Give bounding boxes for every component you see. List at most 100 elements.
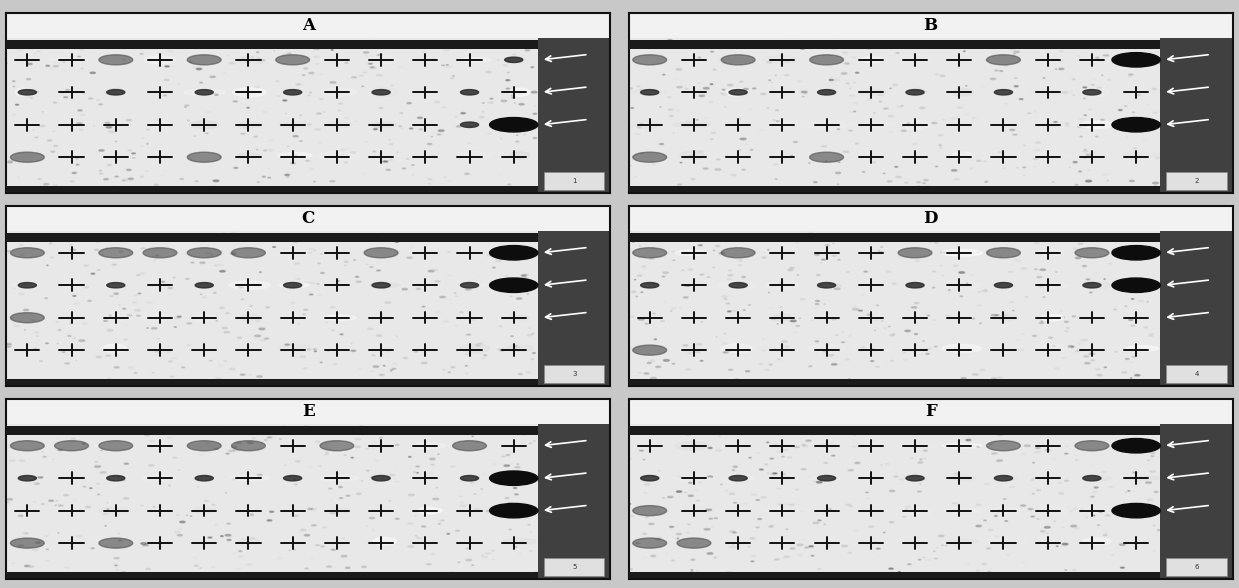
Circle shape bbox=[85, 506, 90, 508]
Circle shape bbox=[762, 350, 766, 351]
Circle shape bbox=[727, 84, 733, 86]
Circle shape bbox=[715, 245, 720, 247]
Circle shape bbox=[762, 257, 766, 258]
Circle shape bbox=[84, 188, 87, 189]
Circle shape bbox=[818, 476, 835, 481]
Circle shape bbox=[986, 440, 1021, 451]
Circle shape bbox=[841, 72, 847, 74]
Ellipse shape bbox=[328, 508, 351, 513]
Circle shape bbox=[466, 559, 472, 561]
Circle shape bbox=[171, 357, 177, 359]
Circle shape bbox=[504, 57, 523, 62]
Ellipse shape bbox=[627, 153, 667, 158]
Circle shape bbox=[76, 158, 78, 159]
Circle shape bbox=[239, 556, 243, 557]
Circle shape bbox=[123, 497, 129, 499]
Circle shape bbox=[933, 271, 935, 272]
Circle shape bbox=[513, 487, 517, 489]
Circle shape bbox=[98, 494, 99, 495]
Circle shape bbox=[1084, 356, 1089, 357]
Circle shape bbox=[492, 550, 494, 551]
Circle shape bbox=[783, 503, 788, 505]
Circle shape bbox=[1015, 86, 1018, 87]
Circle shape bbox=[698, 151, 703, 152]
Circle shape bbox=[686, 532, 689, 533]
Circle shape bbox=[730, 546, 736, 548]
Circle shape bbox=[309, 236, 315, 238]
Circle shape bbox=[452, 440, 487, 451]
Circle shape bbox=[354, 438, 361, 440]
Circle shape bbox=[291, 162, 296, 164]
Circle shape bbox=[322, 527, 327, 528]
Circle shape bbox=[1084, 240, 1088, 241]
Bar bbox=[6, 231, 611, 386]
Circle shape bbox=[53, 65, 58, 67]
Circle shape bbox=[1080, 136, 1082, 137]
Circle shape bbox=[1125, 542, 1129, 543]
Circle shape bbox=[674, 109, 680, 111]
Circle shape bbox=[1067, 328, 1069, 329]
Circle shape bbox=[204, 500, 208, 502]
Circle shape bbox=[112, 264, 116, 265]
Circle shape bbox=[629, 88, 633, 89]
Circle shape bbox=[1089, 186, 1092, 188]
Circle shape bbox=[809, 152, 844, 162]
Circle shape bbox=[206, 252, 211, 253]
Circle shape bbox=[789, 504, 794, 506]
Circle shape bbox=[716, 159, 720, 160]
Circle shape bbox=[208, 537, 212, 538]
Circle shape bbox=[1083, 476, 1101, 481]
Circle shape bbox=[16, 104, 19, 105]
Circle shape bbox=[53, 185, 57, 186]
Circle shape bbox=[113, 563, 115, 564]
Circle shape bbox=[668, 109, 673, 111]
Ellipse shape bbox=[328, 122, 352, 128]
Circle shape bbox=[99, 149, 104, 151]
Circle shape bbox=[175, 318, 180, 319]
Circle shape bbox=[825, 245, 829, 246]
Circle shape bbox=[750, 537, 755, 539]
Circle shape bbox=[777, 121, 779, 122]
Circle shape bbox=[896, 430, 900, 432]
Circle shape bbox=[193, 67, 195, 68]
Circle shape bbox=[965, 113, 971, 115]
Circle shape bbox=[773, 119, 776, 121]
Circle shape bbox=[688, 269, 693, 270]
Circle shape bbox=[58, 329, 61, 330]
Circle shape bbox=[175, 382, 180, 383]
Circle shape bbox=[700, 274, 704, 275]
Circle shape bbox=[878, 252, 883, 253]
Ellipse shape bbox=[278, 152, 312, 158]
Circle shape bbox=[50, 243, 52, 244]
Circle shape bbox=[38, 477, 43, 478]
Text: E: E bbox=[302, 403, 315, 420]
Circle shape bbox=[447, 275, 452, 276]
Circle shape bbox=[841, 342, 845, 343]
Circle shape bbox=[985, 181, 989, 182]
Circle shape bbox=[367, 470, 369, 471]
Circle shape bbox=[781, 238, 786, 239]
Circle shape bbox=[161, 175, 165, 176]
Circle shape bbox=[395, 445, 399, 446]
Circle shape bbox=[790, 155, 793, 156]
Bar bbox=[538, 231, 611, 386]
Circle shape bbox=[689, 482, 691, 483]
Circle shape bbox=[138, 429, 141, 430]
Circle shape bbox=[99, 248, 133, 258]
Ellipse shape bbox=[12, 315, 36, 321]
Ellipse shape bbox=[1083, 476, 1111, 481]
Circle shape bbox=[629, 569, 632, 570]
Circle shape bbox=[760, 469, 763, 470]
Circle shape bbox=[813, 433, 817, 435]
Circle shape bbox=[767, 472, 773, 474]
Circle shape bbox=[519, 103, 524, 105]
Circle shape bbox=[128, 315, 131, 316]
Circle shape bbox=[795, 325, 799, 326]
Circle shape bbox=[100, 472, 107, 473]
Circle shape bbox=[995, 315, 999, 316]
Circle shape bbox=[764, 464, 768, 465]
Circle shape bbox=[310, 92, 312, 93]
Circle shape bbox=[809, 55, 844, 65]
Ellipse shape bbox=[15, 88, 33, 96]
Circle shape bbox=[507, 381, 513, 383]
